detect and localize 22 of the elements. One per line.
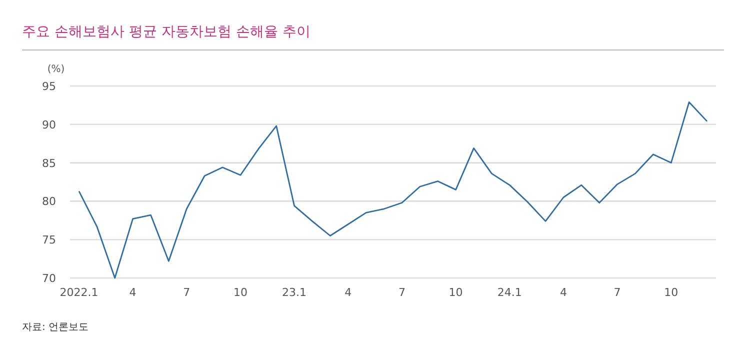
x-tick-label: 4 (560, 286, 567, 299)
y-tick-label: 90 (42, 118, 56, 132)
chart-title: 주요 손해보험사 평균 자동차보험 손해율 추이 (22, 24, 310, 40)
y-tick-label: 80 (42, 195, 56, 208)
x-tick-label: 4 (344, 286, 352, 299)
x-tick-label: 7 (398, 286, 406, 299)
y-tick-label: 70 (42, 272, 56, 285)
x-tick-label: 24.1 (497, 286, 522, 299)
y-axis-title: (%) (47, 64, 65, 75)
x-tick-label: 23.1 (282, 286, 307, 299)
x-tick-label: 7 (183, 286, 190, 299)
text: 자료: 언론보도 (22, 322, 89, 333)
x-tick-label: 10 (233, 286, 248, 299)
x-tick-label: 2022.1 (60, 286, 98, 299)
x-tick-label: 7 (614, 286, 621, 299)
y-tick-label: 95 (42, 80, 56, 93)
x-tick-label: 10 (448, 286, 463, 299)
line-series (78, 101, 708, 279)
y-tick-label: 85 (42, 156, 56, 170)
x-tick-label: 10 (664, 286, 678, 299)
y-tick-label: 75 (42, 234, 56, 247)
x-tick-label: 4 (129, 286, 136, 299)
